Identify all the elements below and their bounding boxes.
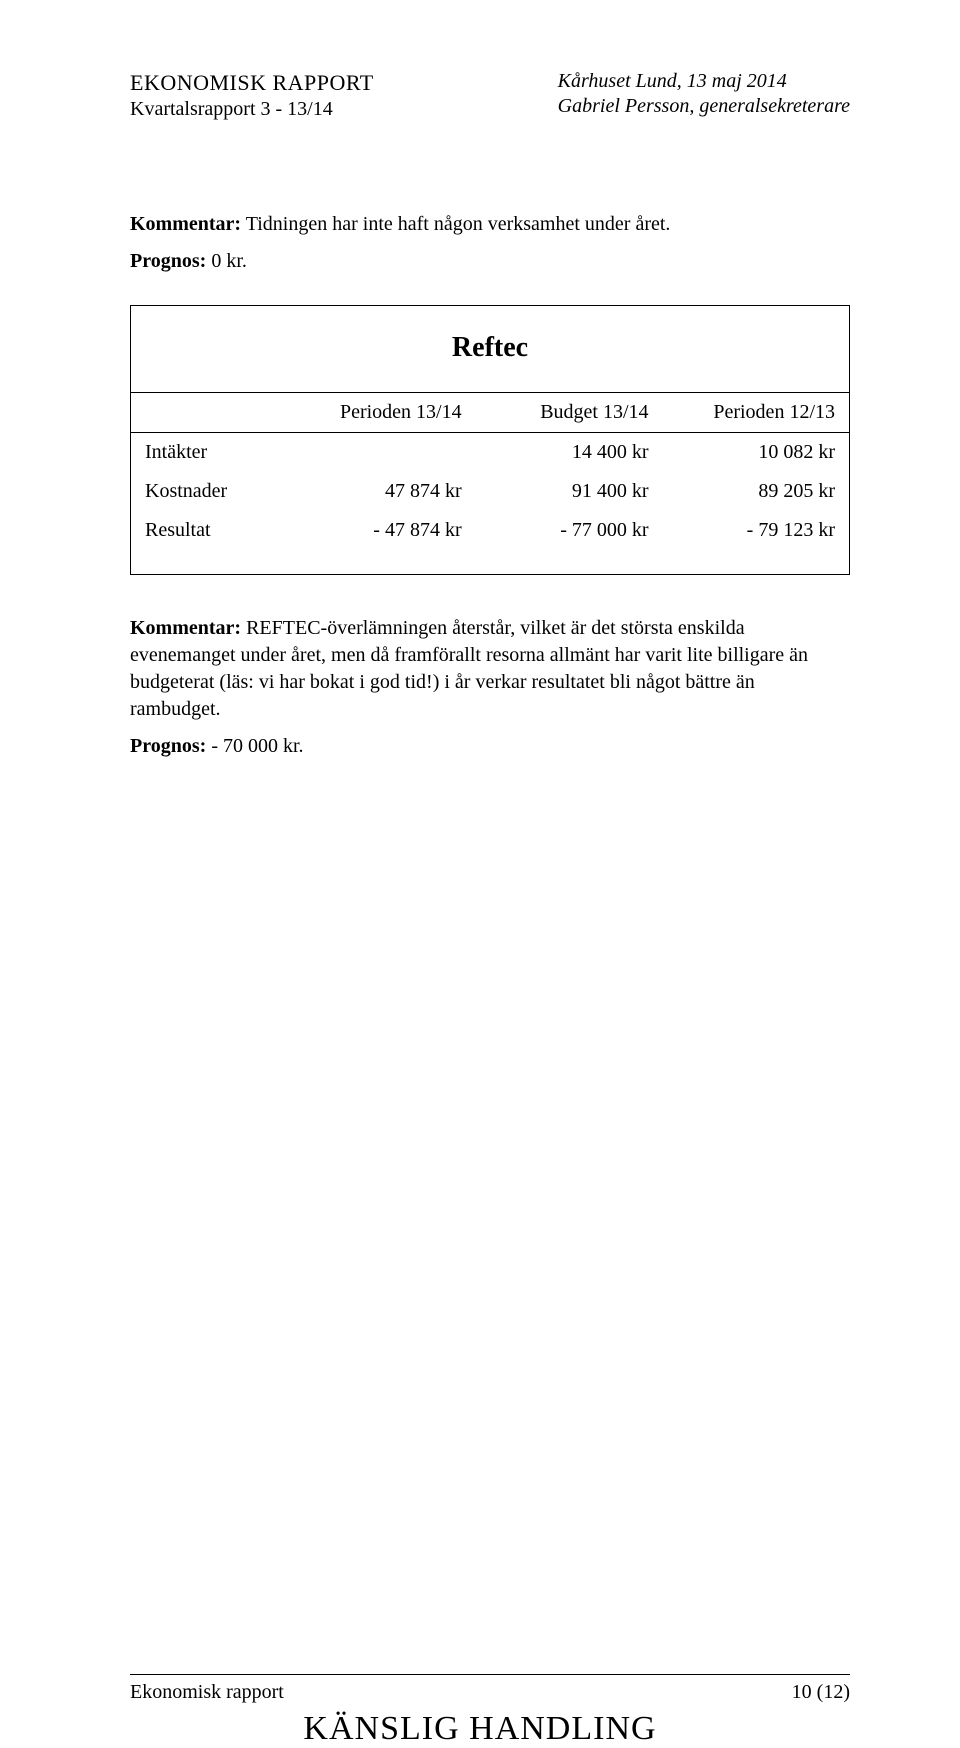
comment1-text: Tidningen har inte haft någon verksamhet…: [241, 213, 670, 235]
comment1-label: Kommentar:: [130, 213, 241, 235]
prognos1-text: 0 kr.: [206, 250, 247, 272]
table-header-empty: [131, 393, 289, 433]
comment-block-1: Kommentar: Tidningen har inte haft någon…: [130, 211, 850, 275]
confidential-watermark: KÄNSLIG HANDLING: [0, 1710, 960, 1748]
header-right: Kårhuset Lund, 13 maj 2014 Gabriel Perss…: [558, 70, 850, 121]
row-cell: 91 400 kr: [476, 472, 663, 511]
table-row: Intäkter 14 400 kr 10 082 kr: [131, 433, 850, 473]
table-row: Kostnader 47 874 kr 91 400 kr 89 205 kr: [131, 472, 850, 511]
footer-divider: [130, 1674, 850, 1675]
page-footer: Ekonomisk rapport 10 (12): [130, 1674, 850, 1704]
table-header-row: Perioden 13/14 Budget 13/14 Perioden 12/…: [131, 393, 850, 433]
prognos2-text: - 70 000 kr.: [206, 735, 303, 757]
row-cell: - 79 123 kr: [663, 511, 850, 550]
row-label: Resultat: [131, 511, 289, 550]
table-spacer-row: [131, 550, 850, 574]
row-cell: - 77 000 kr: [476, 511, 663, 550]
row-label: Kostnader: [131, 472, 289, 511]
header-left: EKONOMISK RAPPORT Kvartalsrapport 3 - 13…: [130, 70, 374, 121]
row-cell: 89 205 kr: [663, 472, 850, 511]
table-row: Resultat - 47 874 kr - 77 000 kr - 79 12…: [131, 511, 850, 550]
table-header-col1: Perioden 13/14: [289, 393, 476, 433]
row-cell: 14 400 kr: [476, 433, 663, 473]
page-header: EKONOMISK RAPPORT Kvartalsrapport 3 - 13…: [130, 70, 850, 121]
footer-left: Ekonomisk rapport: [130, 1681, 284, 1704]
row-cell: - 47 874 kr: [289, 511, 476, 550]
header-author: Gabriel Persson, generalsekreterare: [558, 95, 850, 118]
prognos2-label: Prognos:: [130, 735, 206, 757]
row-label: Intäkter: [131, 433, 289, 473]
report-subtitle: Kvartalsrapport 3 - 13/14: [130, 98, 374, 121]
prognos1-label: Prognos:: [130, 250, 206, 272]
report-title: EKONOMISK RAPPORT: [130, 70, 374, 96]
table-header-col2: Budget 13/14: [476, 393, 663, 433]
row-cell: [289, 433, 476, 473]
header-location-date: Kårhuset Lund, 13 maj 2014: [558, 70, 850, 93]
comment2-label: Kommentar:: [130, 617, 241, 639]
comment-block-2: Kommentar: REFTEC-överlämningen återstår…: [130, 615, 850, 760]
footer-right: 10 (12): [792, 1681, 850, 1704]
row-cell: 10 082 kr: [663, 433, 850, 473]
table-header-col3: Perioden 12/13: [663, 393, 850, 433]
table-title: Reftec: [130, 305, 850, 392]
row-cell: 47 874 kr: [289, 472, 476, 511]
reftec-table-section: Reftec Perioden 13/14 Budget 13/14 Perio…: [130, 305, 850, 575]
reftec-table: Perioden 13/14 Budget 13/14 Perioden 12/…: [130, 392, 850, 575]
